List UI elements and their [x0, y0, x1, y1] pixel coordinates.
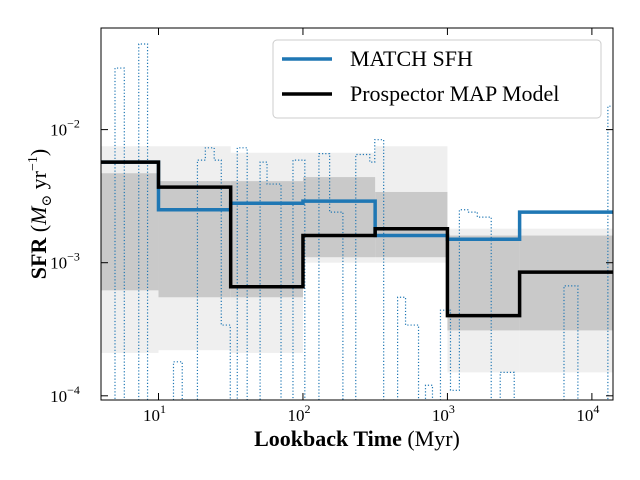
band	[302, 177, 376, 258]
x-axis-label: Lookback Time (Myr)	[254, 426, 460, 451]
plot-area	[101, 43, 613, 400]
x-tick-exponent: 3	[449, 402, 455, 416]
y-tick-exponent: −3	[67, 250, 80, 264]
y-tick-base: 10	[50, 254, 67, 273]
x-label-bold: Lookback Time	[254, 426, 402, 451]
y-tick-exponent: −2	[67, 117, 80, 131]
step-line	[101, 160, 613, 242]
band	[375, 191, 448, 258]
x-tick-label: 103	[432, 402, 455, 425]
x-tick-base: 10	[576, 406, 593, 425]
x-tick-exponent: 4	[593, 402, 599, 416]
y-label-part: yr	[26, 170, 51, 195]
legend-label: MATCH SFH	[350, 46, 473, 71]
x-label-unit: (Myr)	[402, 426, 460, 451]
axes-frame	[100, 27, 614, 401]
y-tick-base: 10	[50, 387, 67, 406]
x-tick-exponent: 2	[304, 402, 310, 416]
x-tick-exponent: 1	[160, 402, 166, 416]
step-line	[101, 160, 613, 318]
y-tick-label: 10−3	[50, 250, 80, 273]
x-tick-label: 101	[143, 402, 166, 425]
y-tick-label: 10−4	[50, 383, 80, 406]
y-tick-base: 10	[50, 121, 67, 140]
y-label-part: −1	[26, 156, 41, 171]
y-label-part: ⊙	[40, 195, 55, 207]
band	[158, 181, 231, 298]
y-label-part: M	[26, 205, 51, 226]
band	[230, 181, 303, 298]
y-label-bold: SFR	[26, 237, 51, 280]
band	[519, 235, 613, 331]
y-axis-label: SFR (M⊙ yr−1)	[26, 149, 55, 280]
y-label-part: )	[26, 149, 51, 156]
x-tick-label: 102	[287, 402, 310, 425]
y-label-part: (	[26, 225, 51, 238]
y-tick-label: 10−2	[50, 117, 80, 140]
x-tick-base: 10	[287, 406, 304, 425]
x-tick-base: 10	[143, 406, 160, 425]
y-tick-exponent: −4	[67, 383, 80, 397]
legend-frame	[272, 39, 602, 119]
legend: MATCH SFH Prospector MAP Model	[272, 39, 602, 119]
band	[101, 173, 159, 291]
x-tick-base: 10	[432, 406, 449, 425]
legend-label: Prospector MAP Model	[350, 81, 559, 106]
x-tick-label: 104	[576, 402, 599, 425]
dotted-line	[114, 43, 613, 400]
